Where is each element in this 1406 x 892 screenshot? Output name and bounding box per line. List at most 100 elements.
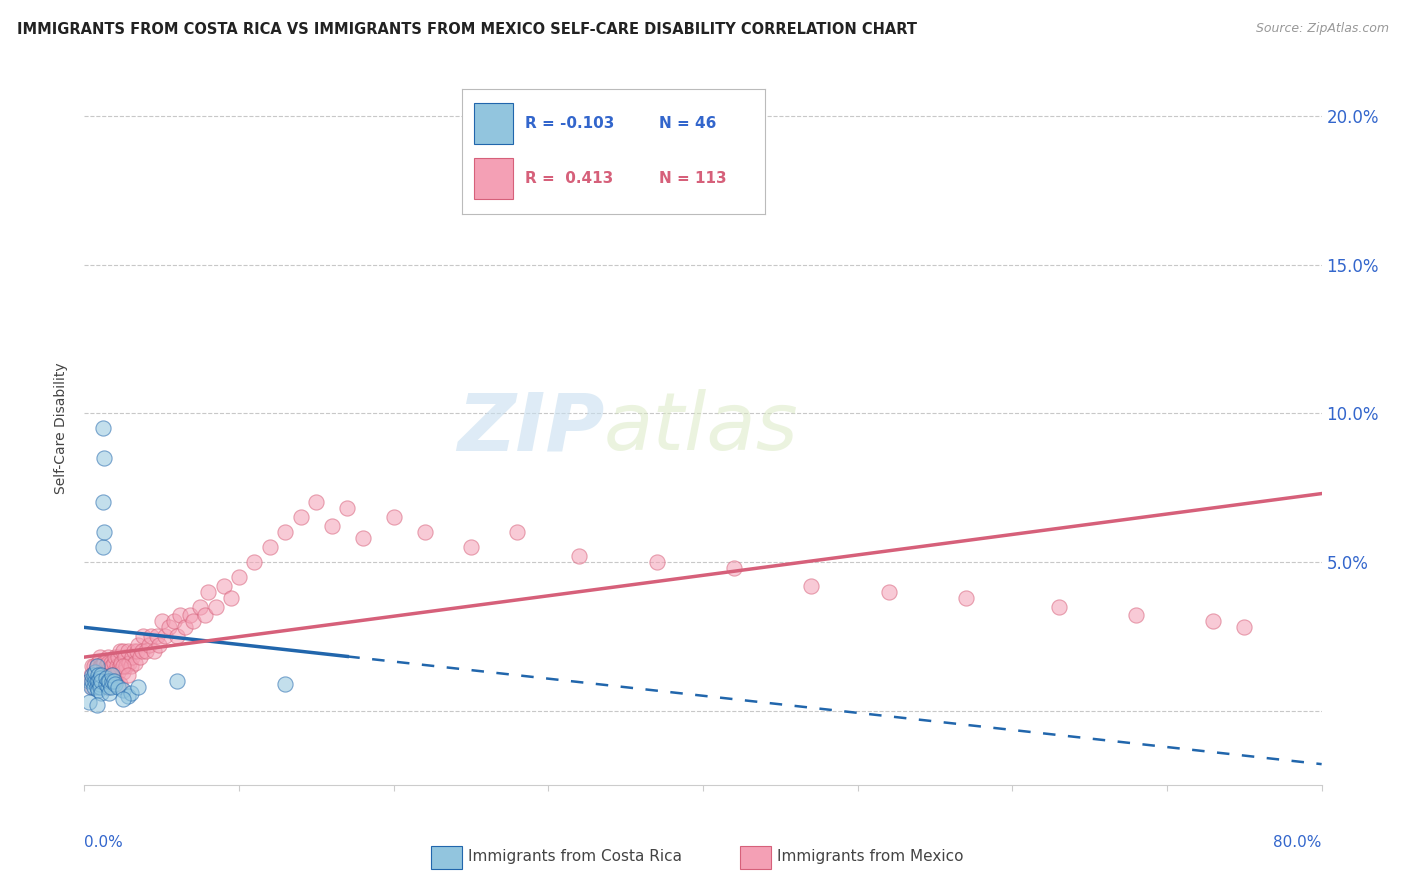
Point xyxy=(135,644,157,658)
Point xyxy=(117,644,139,658)
Point xyxy=(132,629,155,643)
Point xyxy=(101,673,124,688)
Point xyxy=(413,525,436,540)
Point xyxy=(1047,599,1070,614)
Point xyxy=(82,659,104,673)
Point xyxy=(89,650,111,665)
Point xyxy=(166,673,188,688)
Point xyxy=(352,531,374,545)
Point xyxy=(112,644,135,658)
Point xyxy=(91,495,114,509)
Point xyxy=(290,510,312,524)
Point xyxy=(112,659,135,673)
Point xyxy=(146,629,169,643)
Point xyxy=(90,668,112,682)
Point xyxy=(112,665,135,679)
Point xyxy=(104,668,127,682)
Point xyxy=(110,656,132,670)
Point xyxy=(103,673,125,688)
Point xyxy=(800,579,823,593)
Point xyxy=(107,680,129,694)
Point xyxy=(1202,615,1225,629)
Point xyxy=(82,673,104,688)
Point xyxy=(107,650,129,665)
Point xyxy=(122,644,145,658)
Point xyxy=(103,656,125,670)
Point xyxy=(112,691,135,706)
Point xyxy=(129,650,152,665)
Point xyxy=(77,695,100,709)
Point xyxy=(174,620,197,634)
Point xyxy=(118,656,141,670)
Point xyxy=(86,668,108,682)
Point xyxy=(90,668,112,682)
Point xyxy=(143,644,166,658)
Point xyxy=(108,677,131,691)
Point xyxy=(107,665,129,679)
Point xyxy=(188,599,211,614)
Point xyxy=(181,615,204,629)
Point xyxy=(124,656,146,670)
Point xyxy=(117,668,139,682)
Point xyxy=(197,584,219,599)
Point xyxy=(86,698,108,712)
Point xyxy=(166,629,188,643)
Point xyxy=(96,650,118,665)
Point xyxy=(90,659,112,673)
Point xyxy=(101,668,124,682)
Point xyxy=(127,638,149,652)
Point xyxy=(274,525,297,540)
Point xyxy=(877,584,900,599)
Point xyxy=(336,501,359,516)
Text: ZIP: ZIP xyxy=(457,389,605,467)
Point xyxy=(108,644,131,658)
Point xyxy=(90,673,112,688)
Point xyxy=(89,668,111,682)
Point xyxy=(77,673,100,688)
Text: 0.0%: 0.0% xyxy=(84,835,124,850)
Point xyxy=(96,673,118,688)
Point xyxy=(83,668,105,682)
Point xyxy=(382,510,405,524)
Point xyxy=(121,650,143,665)
Point xyxy=(90,686,112,700)
Point xyxy=(89,680,111,694)
Point xyxy=(82,680,104,694)
Point xyxy=(83,659,105,673)
Point xyxy=(645,555,668,569)
Point xyxy=(139,629,162,643)
Point xyxy=(179,608,201,623)
Point xyxy=(84,673,107,688)
Point xyxy=(93,673,115,688)
Point xyxy=(101,668,124,682)
Point xyxy=(104,677,127,691)
Point xyxy=(77,673,100,688)
Point xyxy=(1125,608,1147,623)
Point xyxy=(98,686,121,700)
Point xyxy=(93,450,115,465)
Point xyxy=(274,677,297,691)
Point xyxy=(305,495,328,509)
Point xyxy=(83,668,105,682)
Point xyxy=(138,638,160,652)
Point xyxy=(108,659,131,673)
Point xyxy=(93,656,115,670)
Point xyxy=(460,540,482,554)
Point xyxy=(89,671,111,685)
Point xyxy=(93,525,115,540)
Point xyxy=(568,549,591,563)
Point xyxy=(127,680,149,694)
Point xyxy=(321,519,343,533)
Point xyxy=(86,680,108,694)
Point xyxy=(87,668,110,682)
Point xyxy=(90,668,112,682)
Point xyxy=(163,615,186,629)
Point xyxy=(723,561,745,575)
Point xyxy=(131,644,153,658)
Point xyxy=(1233,620,1256,634)
Point xyxy=(82,673,104,688)
Point xyxy=(87,673,110,688)
Text: Source: ZipAtlas.com: Source: ZipAtlas.com xyxy=(1256,22,1389,36)
Point xyxy=(506,525,529,540)
Point xyxy=(98,673,121,688)
